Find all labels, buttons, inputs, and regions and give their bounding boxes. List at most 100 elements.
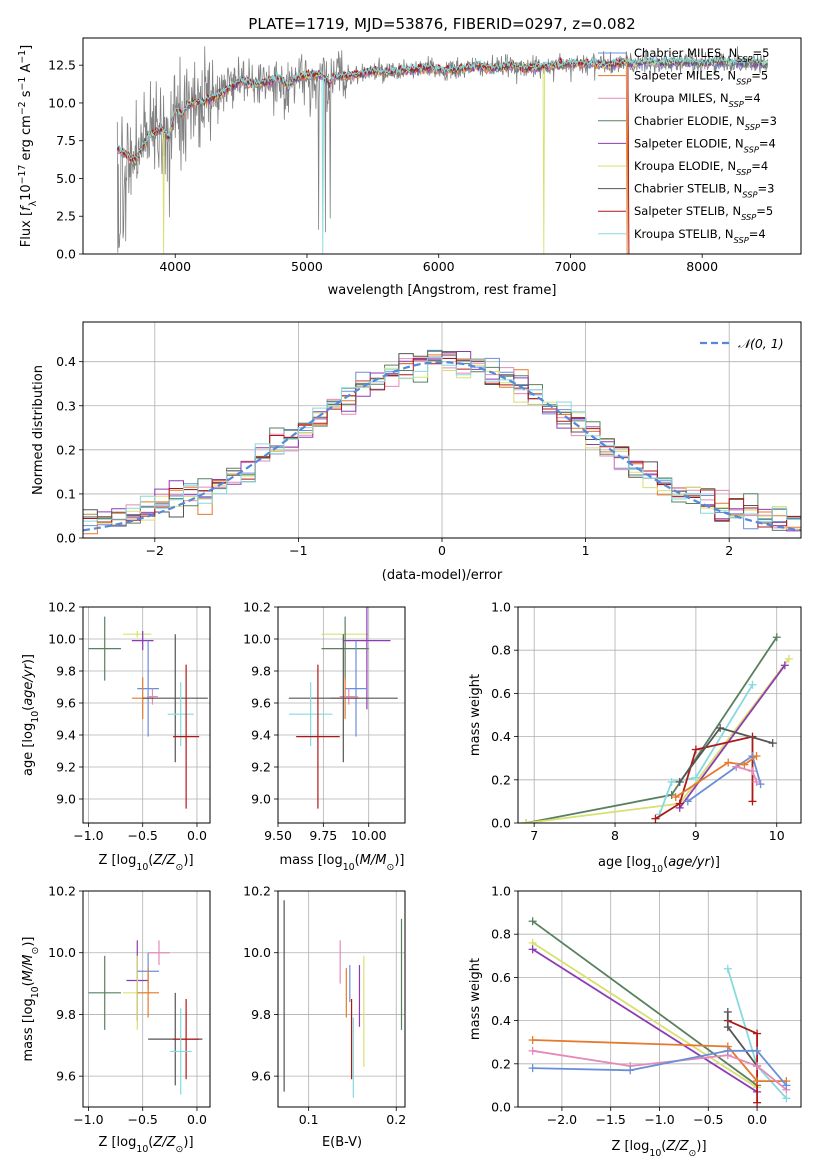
legend: Chabrier MILES, NSSP=5 Salpeter MILES, NS… bbox=[598, 46, 777, 245]
y-tick-label: 0.8 bbox=[491, 927, 511, 942]
plot-area-age-vs-mass bbox=[288, 607, 398, 809]
errorbar-chabrier_miles bbox=[137, 640, 159, 737]
errorbar-salpeter_miles bbox=[137, 968, 159, 1018]
weight-series-chabrier_elodie bbox=[522, 633, 781, 823]
y-tick-label: 0.1 bbox=[56, 486, 76, 501]
axes-weight-vs-Z: −2.0 −1.5 −1.0 −0.5 0.0 0.0 0.2 0.4 0.6 0.8 1.0 bbox=[491, 884, 802, 1127]
errorbar-salpeter_stelib bbox=[296, 664, 340, 809]
y-tick-label: 1.0 bbox=[491, 600, 511, 615]
y-axis-label-mass: mass [log10(M/M⊙)] bbox=[21, 937, 41, 1062]
plot-area-weight-vs-Z bbox=[528, 917, 791, 1107]
y-tick-label: 2.5 bbox=[56, 209, 76, 224]
y-tick-label: 9.8 bbox=[251, 1007, 271, 1022]
y-tick-label: 5.0 bbox=[56, 171, 76, 186]
x-tick-label: −1 bbox=[289, 543, 307, 558]
errorbar-kroupa_miles bbox=[147, 688, 158, 705]
x-tick-label: −1.0 bbox=[73, 1112, 103, 1127]
x-tick-label: 9.75 bbox=[309, 828, 337, 843]
y-axis-label: Normed distribution bbox=[31, 365, 46, 495]
x-tick-label: 0.0 bbox=[187, 1112, 207, 1127]
y-tick-label: 0.8 bbox=[491, 643, 511, 658]
figure-title: PLATE=1719, MJD=53876, FIBERID=0297, z=0… bbox=[248, 15, 635, 33]
x-tick-label: −0.5 bbox=[128, 1112, 158, 1127]
legend-label-kroupa_stelib: Kroupa STELIB, NSSP=4 bbox=[634, 227, 766, 245]
y-tick-label: 12.5 bbox=[48, 58, 76, 73]
x-tick-label: 0 bbox=[438, 543, 446, 558]
weight-series-chabrier_miles bbox=[528, 1046, 791, 1090]
legend-label-normal: 𝒩(0, 1) bbox=[738, 336, 784, 351]
x-tick-label: −0.5 bbox=[128, 828, 158, 843]
weight-series-chabrier_stelib bbox=[675, 723, 777, 786]
weight-line-chabrier_elodie bbox=[532, 920, 758, 1087]
y-tick-label: 10.0 bbox=[243, 632, 271, 647]
legend-label-chabrier_miles: Chabrier MILES, NSSP=5 bbox=[634, 46, 769, 64]
y-tick-label: 10.2 bbox=[243, 884, 271, 899]
y-tick-label: 0.3 bbox=[56, 398, 76, 413]
x-tick-label: 9 bbox=[692, 828, 700, 843]
errorbar-kroupa_stelib bbox=[167, 682, 194, 747]
weight-line-salpeter_elodie bbox=[678, 664, 786, 809]
y-tick-label: 9.0 bbox=[251, 792, 271, 807]
axes-spectrum: 4000 5000 6000 7000 8000 0.0 2.5 5.0 7.5 10.0 12.5 bbox=[48, 37, 802, 274]
x-axis-label-age-vs-Z: Z [log10(Z/Z⊙)] bbox=[98, 853, 193, 873]
axes-frame bbox=[82, 606, 211, 824]
axes-frame bbox=[517, 606, 802, 824]
y-tick-label: 1.0 bbox=[491, 884, 511, 899]
plot-area-spectrum bbox=[116, 46, 769, 254]
legend-label-salpeter_stelib: Salpeter STELIB, NSSP=5 bbox=[634, 204, 773, 222]
y-tick-label: 10.0 bbox=[48, 945, 76, 960]
legend-label-kroupa_miles: Kroupa MILES, NSSP=4 bbox=[634, 91, 761, 109]
y-tick-label: 9.8 bbox=[251, 664, 271, 679]
histogram-kroupa_stelib bbox=[83, 357, 801, 538]
errorbar-kroupa_elodie bbox=[123, 631, 152, 638]
y-tick-label: 9.6 bbox=[56, 696, 76, 711]
y-tick-label: 0.0 bbox=[56, 247, 76, 262]
weight-line-salpeter_miles bbox=[532, 1039, 787, 1082]
y-tick-label: 0.2 bbox=[491, 772, 511, 787]
x-tick-label: −1.5 bbox=[596, 1112, 626, 1127]
x-tick-label: 6000 bbox=[423, 259, 455, 274]
x-tick-label: 10.00 bbox=[351, 828, 387, 843]
plot-area-mass-vs-ebv bbox=[283, 900, 403, 1098]
y-tick-label: 9.6 bbox=[56, 1069, 76, 1084]
x-tick-label: 0.1 bbox=[299, 1112, 319, 1127]
y-tick-label: 9.4 bbox=[251, 728, 271, 743]
axes-frame bbox=[82, 37, 802, 255]
x-tick-label: 0.0 bbox=[747, 1112, 767, 1127]
x-tick-label: 7000 bbox=[555, 259, 587, 274]
y-tick-label: 0.0 bbox=[491, 816, 511, 831]
y-tick-label: 0.2 bbox=[491, 1056, 511, 1071]
errorbar-kroupa_stelib bbox=[169, 1008, 192, 1095]
x-tick-label: 0.2 bbox=[386, 1112, 406, 1127]
y-tick-label: 0.6 bbox=[491, 686, 511, 701]
y-tick-label: 10.0 bbox=[243, 945, 271, 960]
x-tick-label: 9.50 bbox=[264, 828, 292, 843]
axes-weight-vs-age: 7 8 9 10 0.0 0.2 0.4 0.6 0.8 1.0 bbox=[491, 600, 802, 843]
weight-line-salpeter_elodie bbox=[532, 948, 758, 1093]
weight-series-kroupa_stelib bbox=[655, 680, 757, 819]
x-tick-label: −1.0 bbox=[73, 828, 103, 843]
y-tick-label: 7.5 bbox=[56, 133, 76, 148]
x-axis-label-mass-vs-ebv: E(B-V) bbox=[322, 1135, 362, 1150]
weight-series-kroupa_miles bbox=[732, 762, 761, 786]
x-tick-label: 2 bbox=[725, 543, 733, 558]
errorbar-chabrier_elodie bbox=[88, 616, 121, 681]
y-tick-label: 0.4 bbox=[56, 354, 76, 369]
y-tick-label: 9.8 bbox=[56, 664, 76, 679]
axes-frame bbox=[277, 606, 406, 824]
x-tick-label: 5000 bbox=[291, 259, 323, 274]
legend-label-chabrier_elodie: Chabrier ELODIE, NSSP=3 bbox=[634, 114, 777, 132]
x-tick-label: 10 bbox=[769, 828, 785, 843]
errorbar-kroupa_miles bbox=[339, 688, 358, 705]
plot-area-weight-vs-age bbox=[522, 633, 793, 823]
x-axis-label-weight-vs-age: age [log10(age/yr)] bbox=[598, 855, 720, 875]
errorbar-salpeter_elodie bbox=[343, 607, 391, 710]
axes-residuals: −2 −1 0 1 2 0.0 0.1 0.2 0.3 0.4 bbox=[56, 321, 802, 558]
errorbar-kroupa_miles bbox=[148, 940, 170, 966]
errorbar-chabrier_stelib bbox=[142, 634, 208, 763]
y-tick-label: 0.6 bbox=[491, 970, 511, 985]
y-axis-label-weight-vs-age: mass weight bbox=[468, 674, 483, 756]
y-tick-label: 10.2 bbox=[48, 884, 76, 899]
plot-area-age-vs-Z bbox=[88, 616, 208, 809]
